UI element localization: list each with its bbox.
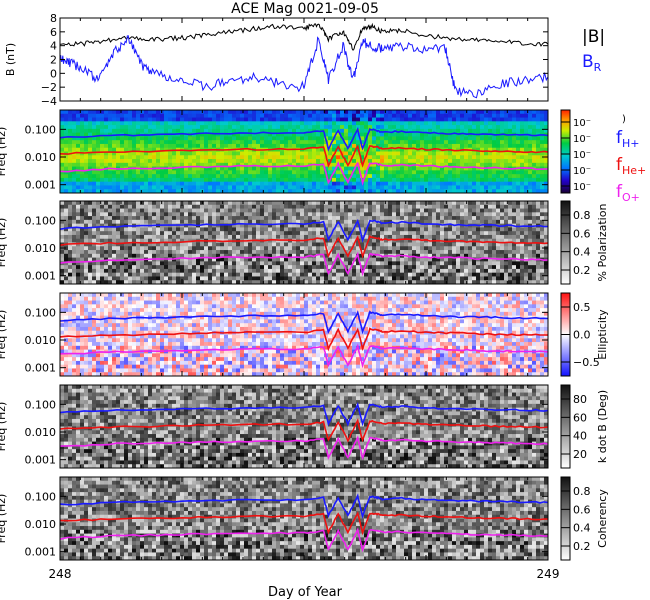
- gyro-line-He-panel-4: [59, 327, 549, 352]
- gyro-line-O-panel-6: [59, 527, 549, 553]
- panel-4: [60, 293, 549, 377]
- gyro-line-H-panel-2: [59, 126, 549, 152]
- colorbar-tick-label: 80: [573, 393, 587, 406]
- y-tick-label: 0.001: [25, 546, 57, 559]
- colorbar-label: k dot B (Deg): [596, 390, 609, 463]
- chart-title: ACE Mag 0021-09-05: [231, 1, 379, 17]
- gyro-line-He-panel-2: [59, 144, 549, 168]
- legend-b-total: |B|: [582, 27, 605, 47]
- axes-panel-6: 0.100 0.010 0.001 Freq (Hz) 0.8 0.6 0.4 0.2 Cohe…: [0, 476, 609, 561]
- series-b-total-line: [59, 22, 549, 51]
- colorbar-tick-label: 0.8: [573, 209, 591, 222]
- colorbar-tick-label: 10⁻: [573, 134, 591, 145]
- colorbar-tick-label: 0.5: [573, 301, 591, 314]
- y-tick-label: 2: [50, 54, 57, 67]
- legend-gyro-he: fHe+: [616, 155, 646, 177]
- panel-3: [60, 201, 549, 285]
- gyro-line-O-panel-2: [59, 161, 549, 186]
- gyro-line-H-panel-5: [59, 401, 549, 427]
- y-tick-label: 0.001: [25, 454, 57, 467]
- axes-panel-3: 0.100 0.010 0.001 Freq (Hz) 0.8 0.6 0.4 0.2 % Po…: [0, 200, 609, 285]
- y-tick-label: 0.100: [25, 306, 57, 319]
- y-tick-label: 0.100: [25, 123, 57, 136]
- axes-panel-4: 0.100 0.010 0.001 Freq (Hz) 0.5 0.0 −0.5Ellipt…: [0, 292, 609, 377]
- colorbar-tick-label: −0.5: [573, 356, 600, 369]
- colorbar-tick-label: 0.4: [573, 522, 591, 535]
- colorbar: [560, 109, 571, 194]
- colorbar-tick-label: 10⁻: [573, 182, 591, 193]
- colorbar-tick-label: 20: [573, 448, 587, 461]
- y-tick-label: 0.001: [25, 179, 57, 192]
- panel-5: [60, 385, 549, 469]
- gyro-line-He-panel-5: [59, 417, 549, 443]
- gyro-line-H-panel-6: [59, 493, 549, 520]
- y-tick-label: 0.010: [25, 242, 57, 255]
- colorbar-tick-label: 0.8: [573, 485, 591, 498]
- colorbar-tick-label: 0.6: [573, 227, 591, 240]
- gyro-line-O-panel-4: [59, 343, 549, 369]
- y-tick-label: 0.100: [25, 214, 57, 227]
- y-axis-label: Freq (Hz): [0, 310, 8, 360]
- colorbar-tick-label: 0.2: [573, 540, 591, 553]
- y-tick-label: −2: [41, 81, 57, 94]
- colorbar-tick-label: ): [622, 114, 626, 125]
- gyro-line-O-panel-3: [59, 251, 549, 277]
- x-tick-label: 249: [537, 567, 560, 581]
- colorbar-tick-label: 60: [573, 411, 587, 424]
- colorbar-label: Ellipticity: [596, 309, 609, 360]
- colorbar-tick-label: 0.2: [573, 264, 591, 277]
- y-tick-label: 0.100: [25, 398, 57, 411]
- y-axis-label: Freq (Hz): [0, 402, 8, 452]
- gyro-line-He-panel-6: [59, 511, 548, 536]
- colorbar-tick-label: 10⁻: [573, 118, 591, 129]
- colorbar-tick-label: 0.4: [573, 246, 591, 259]
- x-axis-label: Day of Year: [268, 585, 343, 600]
- colorbar: [560, 384, 571, 469]
- y-tick-label: 0.010: [25, 151, 57, 164]
- gyro-line-O-panel-5: [59, 435, 549, 461]
- y-tick-label: 6: [50, 26, 57, 39]
- colorbar-tick-label: 0.0: [573, 329, 591, 342]
- legend-b-r: BR: [582, 52, 602, 74]
- y-tick-label: 0.010: [25, 334, 57, 347]
- y-tick-label: 0.001: [25, 270, 57, 283]
- legend-gyro-h: fH+: [616, 128, 640, 150]
- colorbar-tick-label: 10⁻: [573, 150, 591, 161]
- y-tick-label: 4: [50, 40, 57, 53]
- gyro-line-H-panel-4: [59, 310, 549, 335]
- axes-panel-2: 0.100 0.010 0.001 Freq (Hz) 10⁻ 10⁻ 10⁻ 10⁻ 10⁻): [0, 109, 626, 194]
- y-tick-label: 0.010: [25, 518, 57, 531]
- axes-panel-5: 0.100 0.010 0.001 Freq (Hz) 80 60 40 20 k dot B …: [0, 384, 609, 469]
- colorbar-tick-label: 40: [573, 430, 587, 443]
- colorbar: [560, 476, 571, 561]
- series-b-r-line: [59, 35, 549, 99]
- legend-gyro-o: fO+: [616, 182, 640, 204]
- colorbar-label: Coherency: [596, 489, 609, 548]
- colorbar-tick-label: 10⁻: [573, 166, 591, 177]
- panel-2: [60, 110, 549, 194]
- y-axis-label: B (nT): [4, 43, 17, 76]
- y-tick-label: −4: [41, 95, 57, 108]
- y-tick-label: 0.001: [25, 362, 57, 375]
- y-tick-label: 8: [50, 12, 57, 25]
- y-tick-label: 0.010: [25, 426, 57, 439]
- y-axis-label: Freq (Hz): [0, 127, 8, 177]
- colorbar-tick-label: 0.6: [573, 503, 591, 516]
- y-axis-label: Freq (Hz): [0, 494, 8, 544]
- gyro-line-He-panel-3: [59, 234, 549, 259]
- colorbar: [560, 200, 571, 285]
- gyro-line-H-panel-3: [59, 218, 549, 243]
- x-tick-label: 248: [49, 567, 72, 581]
- y-tick-label: 0: [50, 67, 57, 80]
- y-tick-label: 0.100: [25, 490, 57, 503]
- colorbar-label: % Polarization: [596, 204, 609, 282]
- y-axis-label: Freq (Hz): [0, 218, 8, 268]
